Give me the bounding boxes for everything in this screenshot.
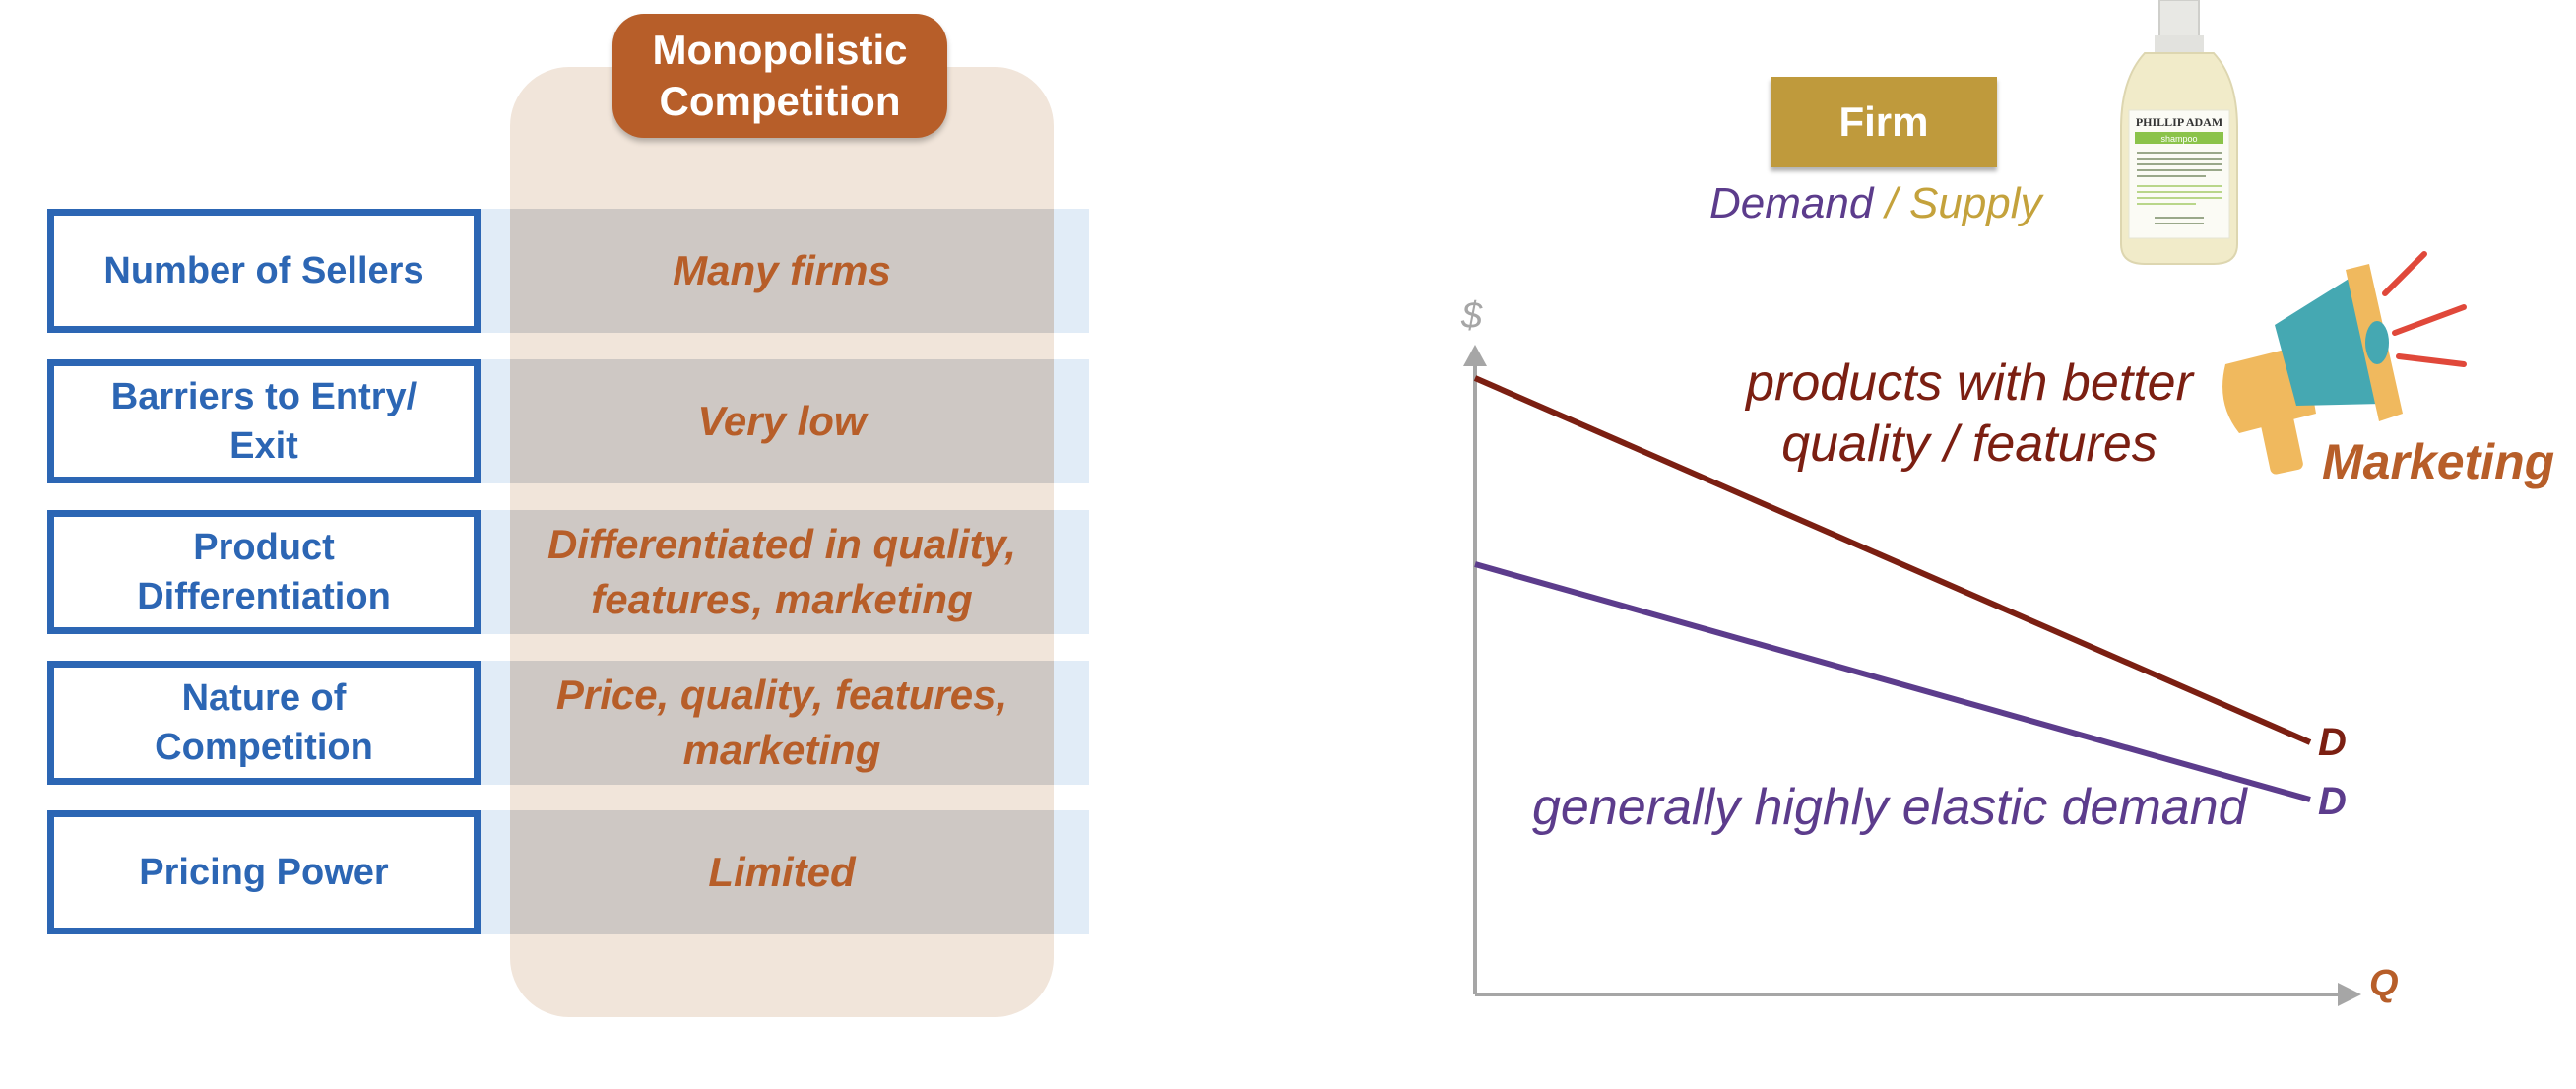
upper-curve-label: D: [2318, 721, 2347, 764]
y-axis-label: $: [1461, 295, 1483, 337]
row-label-text: Nature of Competition: [155, 677, 373, 768]
bottle-brand-text: PHILLIP ADAM: [2136, 115, 2222, 129]
supply-word: Supply: [1909, 179, 2042, 227]
row-cell-bg-2: [510, 359, 1054, 483]
slash: /: [1873, 179, 1909, 227]
upper-demand-curve: [1473, 375, 2312, 745]
x-axis-arrowhead: [2338, 983, 2361, 1006]
upper-curve-annotation: products with better quality / features: [1746, 354, 2193, 473]
row-value-nature-of-competition: Price, quality, features, marketing: [510, 661, 1054, 785]
row-cell-bg-3: [510, 510, 1054, 634]
row-label-pricing-power: Pricing Power: [47, 810, 481, 934]
lower-demand-curve: [1474, 561, 2311, 802]
lower-curve-annotation: generally highly elastic demand: [1532, 779, 2247, 836]
demand-diagram: [1463, 345, 2361, 1006]
row-label-text: Product Differentiation: [137, 527, 391, 617]
lower-curve-label: D: [2318, 780, 2347, 823]
row-value-text: Differentiated in quality, features, mar…: [547, 521, 1017, 622]
demand-word: Demand: [1709, 179, 1874, 227]
row-value-product-differentiation: Differentiated in quality, features, mar…: [510, 510, 1054, 634]
column-header-text: Monopolistic Competition: [652, 27, 908, 124]
row-value-barriers: Very low: [697, 398, 867, 444]
marketing-label: Marketing: [2322, 434, 2555, 489]
row-label-nature-of-competition: Nature of Competition: [47, 661, 481, 785]
firm-label-box: Firm: [1771, 77, 1997, 167]
row-label-text: Barriers to Entry/ Exit: [110, 376, 418, 467]
row-label-barriers: Barriers to Entry/ Exit: [47, 359, 481, 483]
row-label-text: Pricing Power: [139, 852, 389, 893]
demand-supply-caption: Demand / Supply: [1709, 179, 2064, 228]
row-label-text: Number of Sellers: [103, 250, 424, 291]
bottle-product-text: shampoo: [2160, 134, 2197, 144]
column-header: Monopolistic Competition: [612, 14, 947, 138]
megaphone-icon: [2222, 251, 2467, 475]
shampoo-bottle-image: PHILLIP ADAM shampoo: [2120, 0, 2238, 265]
row-value-number-of-sellers: Many firms: [673, 247, 891, 293]
row-label-product-differentiation: Product Differentiation: [47, 510, 481, 634]
row-cell-bg-5: [510, 810, 1054, 934]
y-axis-arrowhead: [1463, 345, 1487, 366]
row-value-text: Price, quality, features, marketing: [555, 672, 1008, 773]
x-axis-label: Q: [2369, 963, 2399, 1004]
row-label-number-of-sellers: Number of Sellers: [47, 209, 481, 333]
row-cell-bg-4: [510, 661, 1054, 785]
row-cell-bg-1: [510, 209, 1054, 333]
row-value-pricing-power: Limited: [708, 849, 856, 895]
